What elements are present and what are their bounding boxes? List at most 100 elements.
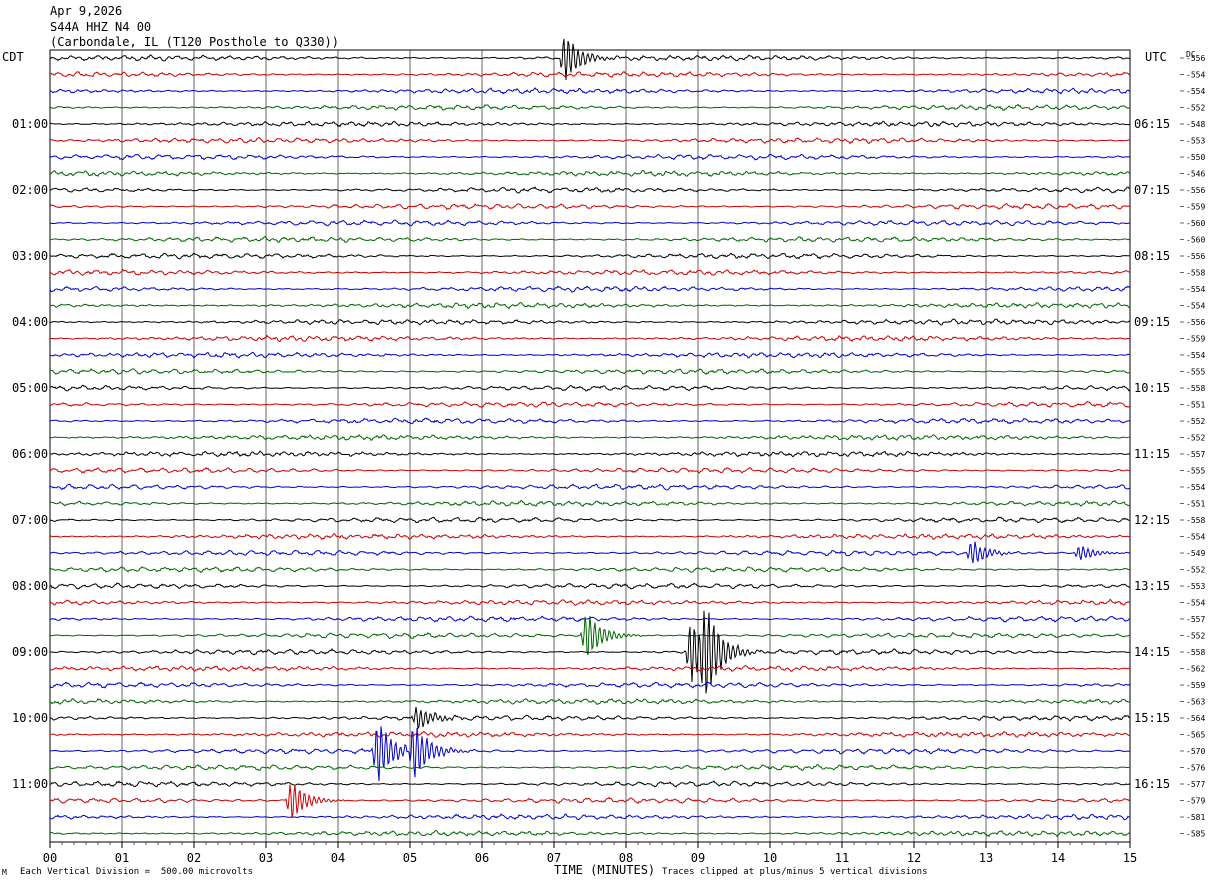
seismic-trace (49, 433, 1131, 441)
cdt-time-label: 11:00 (12, 777, 48, 791)
seismic-trace (49, 780, 1131, 788)
dc-offset-label: -558 (1186, 269, 1205, 278)
x-tick-label: 02 (187, 851, 201, 865)
dc-offset-label: -556 (1186, 54, 1205, 63)
dc-offset-label: -579 (1186, 797, 1205, 806)
cdt-time-label: 04:00 (12, 315, 48, 329)
seismic-trace (49, 610, 1131, 694)
cdt-time-label: 08:00 (12, 579, 48, 593)
dc-offset-label: -563 (1186, 698, 1205, 707)
dc-offset-label: -552 (1186, 104, 1205, 113)
dc-offset-label: -559 (1186, 203, 1205, 212)
cdt-time-label: 09:00 (12, 645, 48, 659)
plot-frame (49, 49, 1131, 843)
seismic-trace (49, 598, 1131, 607)
dc-offset-label: -553 (1186, 137, 1205, 146)
dc-offset-label: -552 (1186, 566, 1205, 575)
seismic-trace (49, 368, 1130, 376)
dc-label: DC (1186, 50, 1196, 59)
dc-offset-label: -548 (1186, 120, 1205, 129)
seismic-trace (49, 153, 1131, 161)
seismic-trace (49, 285, 1131, 293)
dc-offset-label: -564 (1186, 714, 1205, 723)
utc-time-label: 12:15 (1134, 513, 1170, 527)
seismic-trace (49, 565, 1131, 574)
dc-offset-label: -559 (1186, 681, 1205, 690)
x-tick-label: 14 (1051, 851, 1065, 865)
dc-offset-label: -554 (1186, 483, 1205, 492)
seismic-trace (49, 203, 1131, 211)
clip-note: Traces clipped at plus/minus 5 vertical … (662, 867, 928, 877)
dc-offset-label: -585 (1186, 830, 1205, 839)
seismic-trace (49, 186, 1131, 194)
dc-offset-label: -577 (1186, 780, 1205, 789)
utc-time-label: 10:15 (1134, 381, 1170, 395)
dc-offset-label: -554 (1186, 599, 1205, 608)
seismic-trace (49, 417, 1131, 425)
dc-offset-label: -554 (1186, 351, 1205, 360)
seismic-trace (49, 541, 1131, 564)
utc-time-label: 16:15 (1134, 777, 1170, 791)
seismic-trace (49, 499, 1131, 508)
seismic-trace (49, 384, 1131, 392)
dc-offset-label: -546 (1186, 170, 1205, 179)
dc-offset-label: -559 (1186, 335, 1205, 344)
seismic-trace (49, 466, 1131, 474)
seismic-trace (49, 120, 1131, 128)
dc-offset-label: -565 (1186, 731, 1205, 740)
seismic-trace (49, 730, 1131, 738)
utc-time-label: 11:15 (1134, 447, 1170, 461)
x-tick-label: 10 (763, 851, 777, 865)
cdt-time-label: 07:00 (12, 513, 48, 527)
corner-mark: M (2, 868, 7, 877)
x-tick-label: 09 (691, 851, 705, 865)
dc-offset-label: -555 (1186, 467, 1205, 476)
x-tick-label: 01 (115, 851, 129, 865)
dc-offset-label: -556 (1186, 186, 1205, 195)
x-tick-label: 11 (835, 851, 849, 865)
seismic-trace (49, 87, 1131, 95)
seismic-trace (49, 400, 1131, 408)
dc-offset-label: -560 (1186, 219, 1205, 228)
x-tick-label: 13 (979, 851, 993, 865)
dc-offset-label: -551 (1186, 500, 1205, 509)
dc-offset-label: -562 (1186, 665, 1205, 674)
dc-offset-label: -553 (1186, 582, 1205, 591)
x-tick-label: 12 (907, 851, 921, 865)
dc-offset-label: -554 (1186, 533, 1205, 542)
seismic-trace (49, 681, 1131, 689)
dc-offset-label: -552 (1186, 434, 1205, 443)
dc-offset-label: -558 (1186, 648, 1205, 657)
seismic-trace (49, 169, 1131, 177)
dc-offset-label: -555 (1186, 368, 1205, 377)
utc-time-label: 13:15 (1134, 579, 1170, 593)
utc-time-label: 15:15 (1134, 711, 1170, 725)
cdt-time-label: 06:00 (12, 447, 48, 461)
utc-time-label: 06:15 (1134, 117, 1170, 131)
seismic-trace (49, 582, 1131, 590)
seismic-trace (49, 137, 1131, 145)
dc-offset-label: -552 (1186, 417, 1205, 426)
dc-offset-label: -576 (1186, 764, 1205, 773)
x-tick-label: 00 (43, 851, 57, 865)
x-tick-label: 08 (619, 851, 633, 865)
seismic-trace (49, 764, 1131, 772)
cdt-time-label: 10:00 (12, 711, 48, 725)
cdt-time-label: 02:00 (12, 183, 48, 197)
seismic-trace (49, 219, 1131, 227)
seismic-trace (49, 235, 1131, 243)
seismic-trace (49, 784, 1131, 818)
dc-offset-label: -557 (1186, 615, 1205, 624)
cdt-time-label: 03:00 (12, 249, 48, 263)
dc-offset-label: -552 (1186, 632, 1205, 641)
station-location: (Carbondale, IL (T120 Posthole to Q330)) (50, 35, 339, 49)
seismic-trace (49, 38, 1131, 80)
utc-time-label: 08:15 (1134, 249, 1170, 263)
seismic-trace (49, 532, 1131, 541)
plot-date: Apr 9,2026 (50, 4, 123, 18)
x-axis-title: TIME (MINUTES) (554, 863, 656, 877)
seismic-trace (49, 268, 1131, 276)
cdt-time-label: 05:00 (12, 381, 48, 395)
dc-offset-label: -550 (1186, 153, 1205, 162)
